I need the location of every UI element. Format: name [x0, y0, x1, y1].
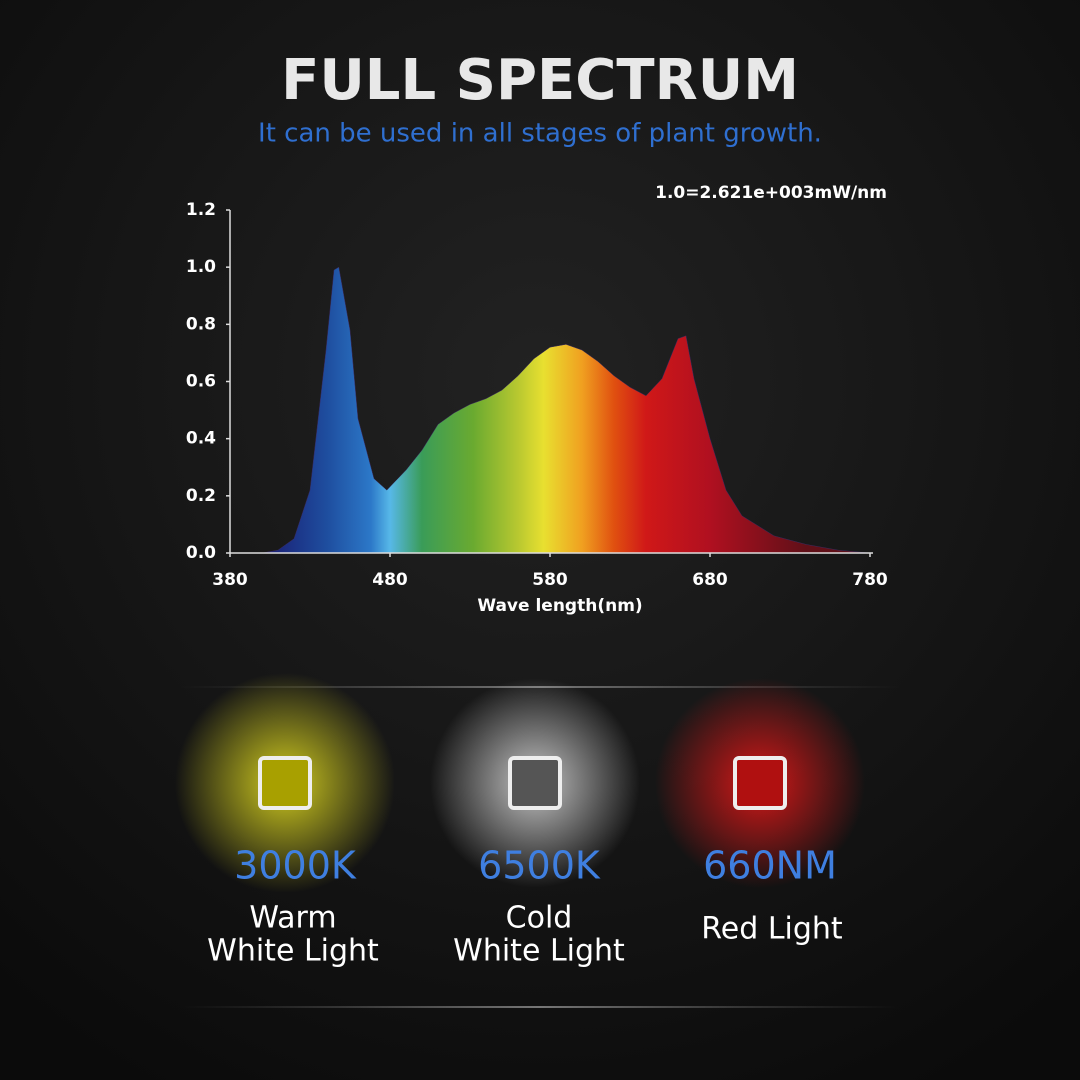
led-red: 660NM Red Light: [655, 678, 865, 947]
led-value: 6500K: [478, 844, 601, 888]
led-value: 3000K: [234, 844, 357, 888]
led-warm: 3000K Warm White Light: [175, 673, 395, 969]
led-name: Red Light: [701, 912, 843, 947]
y-tick-label: 0.0: [186, 543, 216, 563]
led-cold: 6500K Cold White Light: [430, 678, 640, 969]
led-value: 660NM: [703, 844, 837, 888]
chip: [508, 756, 562, 810]
led-name: White Light: [453, 934, 625, 969]
y-tick-label: 1.0: [186, 257, 216, 277]
subtitle: It can be used in all stages of plant gr…: [258, 119, 822, 149]
chip: [733, 756, 787, 810]
x-tick-label: 580: [532, 570, 568, 590]
plot: 0.0 0.2 0.4 0.6 0.8 1.0 1.2 380 480 580 680 780: [186, 200, 888, 590]
x-tick-label: 780: [852, 570, 888, 590]
separator: [180, 1006, 900, 1008]
x-axis-label: Wave length(nm): [477, 596, 642, 616]
title: FULL SPECTRUM: [281, 48, 799, 113]
y-tick-label: 0.4: [186, 429, 216, 449]
led-name: Warm: [249, 901, 336, 936]
x-tick-label: 380: [212, 570, 248, 590]
led-name: Cold: [506, 901, 573, 936]
chip: [258, 756, 312, 810]
annotation: 1.0=2.621e+003mW/nm: [655, 183, 887, 203]
y-tick-label: 0.2: [186, 486, 216, 506]
spectrum-area: [261, 266, 871, 554]
x-tick-label: 480: [372, 570, 408, 590]
x-tick-label: 680: [692, 570, 728, 590]
y-tick-label: 0.8: [186, 314, 216, 334]
led-name: White Light: [207, 934, 379, 969]
y-tick-label: 1.2: [186, 200, 216, 220]
y-tick-label: 0.6: [186, 372, 216, 392]
